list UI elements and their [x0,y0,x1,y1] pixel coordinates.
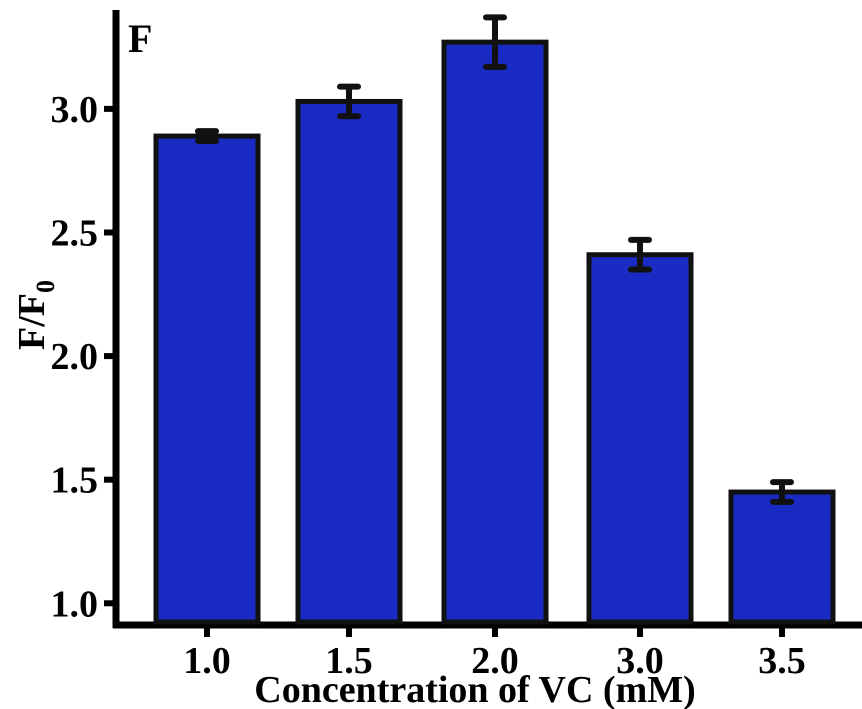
y-tick-label: 2.5 [51,212,99,254]
bar [295,98,403,625]
y-tick-label: 3.0 [51,89,99,131]
error-bar [770,479,794,505]
y-tick-label: 2.0 [51,336,99,378]
y-tick-label: 1.5 [51,460,99,502]
x-ticks: 1.0 1.5 2.0 3.0 3.5 [183,625,806,682]
y-ticks: 1.0 1.5 2.0 2.5 3.0 [51,89,116,625]
x-axis-title: Concentration of VC (mM) [254,669,696,709]
x-tick-label: 1.5 [325,640,373,682]
x-tick-label: 3.0 [616,640,664,682]
bar [728,489,836,625]
y-axis-title-subscript: 0 [31,280,60,293]
bar [586,252,694,625]
bars [153,39,836,625]
error-bar [337,83,361,120]
error-bar [195,128,219,145]
error-bar [628,236,652,273]
x-tick-label: 1.0 [183,640,231,682]
error-bar [483,14,507,70]
x-tick-label: 3.5 [758,640,806,682]
bar [441,39,549,625]
x-tick-label: 2.0 [471,640,519,682]
panel-label: F [128,16,152,61]
y-axis-title: F/F0 [11,280,60,350]
bar [153,133,261,625]
x-axis: 1.0 1.5 2.0 3.0 3.5 [113,621,862,682]
y-axis: 1.0 1.5 2.0 2.5 3.0 [51,10,120,628]
error-bars [195,14,794,505]
y-tick-label: 1.0 [51,583,99,625]
y-axis-title-main: F/F [11,293,53,350]
